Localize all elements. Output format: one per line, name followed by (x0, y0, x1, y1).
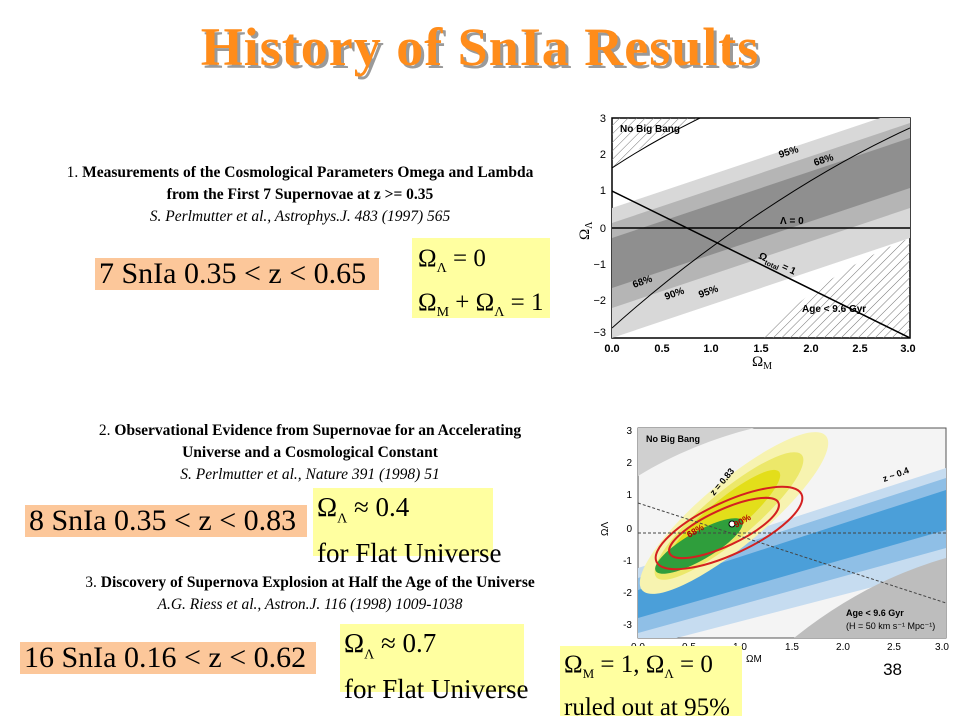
ref1-number: 1. (66, 164, 83, 181)
snia-range-box-2: 8 SnIa 0.35 < z < 0.83 (25, 505, 307, 537)
plot1-ytick: 1 (600, 185, 606, 197)
plot2-ylabel: ΩΛ (600, 522, 611, 536)
plot2-xtick: 2.5 (887, 642, 901, 653)
plot2-ytick: -2 (623, 588, 632, 599)
snia-range-3: 16 SnIa 0.16 < z < 0.62 (24, 641, 307, 674)
plot2-h-label: (H = 50 km s⁻¹ Mpc⁻¹) (846, 621, 935, 631)
ref1-title-line2: from the First 7 Supernovae at z >= 0.35 (166, 186, 434, 203)
ref3-number: 3. (85, 574, 101, 591)
condition-2-line2: for Flat Universe (317, 538, 502, 569)
plot2-ytick: -1 (623, 556, 632, 567)
plot1-lambda0: Λ = 0 (780, 216, 804, 227)
plot2-ytick: 2 (626, 458, 632, 469)
snia-range-box-1: 7 SnIa 0.35 < z < 0.65 (95, 258, 379, 290)
plot2-ytick: -3 (623, 620, 632, 631)
ref2-authors: S. Perlmutter et al., Nature 391 (1998) … (180, 466, 440, 483)
plot1-ylabel: ΩΛ (577, 221, 595, 240)
plot1-xtick: 2.5 (852, 343, 867, 355)
condition-box-4: ΩM = 1, ΩΛ = 0 ruled out at 95% (560, 646, 742, 721)
plot2-xtick: 1.5 (785, 642, 799, 653)
ref2-title-line2: Universe and a Cosmological Constant (182, 444, 438, 461)
snia-range-box-3: 16 SnIa 0.16 < z < 0.62 (20, 642, 316, 674)
plot1-xtick: 0.0 (604, 343, 619, 355)
plot2-no-big-bang-label: No Big Bang (646, 434, 700, 444)
plot2-xtick: 3.0 (935, 642, 949, 653)
page-title: History of SnIa Results (200, 17, 760, 77)
condition-3-line2: for Flat Universe (344, 674, 529, 705)
omega-lambda-plot-1998: 3 2 1 0 -1 -2 -3 0.0 0.5 1.0 1.5 2.0 2.5… (594, 418, 956, 666)
condition-box-1: ΩΛ = 0 ΩM + ΩΛ = 1 (412, 238, 550, 320)
plot2-xlabel: ΩM (746, 654, 762, 665)
plot1-age-label: Age < 9.6 Gyr (802, 304, 866, 315)
plot1-xtick: 0.5 (654, 343, 669, 355)
ref3-authors: A.G. Riess et al., Astron.J. 116 (1998) … (157, 596, 463, 613)
plot2-age-label: Age < 9.6 Gyr (846, 608, 904, 618)
plot2-xtick: 2.0 (836, 642, 850, 653)
plot1-ytick: 0 (600, 223, 606, 235)
condition-4-line1: ΩM = 1, ΩΛ = 0 (564, 651, 713, 681)
plot1-ytick: 3 (600, 113, 606, 125)
plot1-xtick: 2.0 (803, 343, 818, 355)
ref2-title-line1: Observational Evidence from Supernovae f… (114, 422, 522, 439)
plot1-ytick: 2 (600, 149, 606, 161)
condition-4-line2: ruled out at 95% (564, 694, 730, 721)
plot1-ytick: −3 (593, 327, 606, 339)
ref1-title-line1: Measurements of the Cosmological Paramet… (82, 164, 534, 181)
plot2-ytick: 1 (626, 490, 632, 501)
plot2-ytick: 3 (626, 426, 632, 437)
condition-box-3: ΩΛ ≈ 0.7 for Flat Universe (340, 624, 528, 704)
snia-range-2: 8 SnIa 0.35 < z < 0.83 (29, 504, 297, 537)
condition-2-line1: ΩΛ ≈ 0.4 (317, 492, 410, 527)
condition-box-2: ΩΛ ≈ 0.4 for Flat Universe (313, 488, 501, 568)
plot1-xtick: 3.0 (900, 343, 915, 355)
snia-range-1: 7 SnIa 0.35 < z < 0.65 (99, 257, 367, 290)
reference-3: 3. Discovery of Supernova Explosion at H… (0, 572, 620, 616)
page-number: 38 (883, 660, 902, 679)
plot1-no-big-bang-label: No Big Bang (620, 124, 680, 135)
ref1-authors: S. Perlmutter et al., Astrophys.J. 483 (… (149, 208, 451, 225)
plot1-xtick: 1.0 (703, 343, 718, 355)
ref2-number: 2. (98, 422, 115, 439)
plot1-ytick: −1 (593, 259, 606, 271)
condition-1-line2: ΩM + ΩΛ = 1 (418, 289, 544, 320)
condition-1-line1: ΩΛ = 0 (418, 245, 486, 276)
reference-2: 2. Observational Evidence from Supernova… (0, 420, 620, 486)
condition-3-line1: ΩΛ ≈ 0.7 (344, 628, 437, 663)
plot1-xtick: 1.5 (753, 343, 768, 355)
plot1-xlabel: ΩM (752, 354, 772, 370)
plot1-ytick: −2 (593, 295, 606, 307)
omega-lambda-plot-1997: 3 2 1 0 −1 −2 −3 0.0 0.5 1.0 1.5 2.0 2.5… (577, 113, 916, 370)
ref3-title-line1: Discovery of Supernova Explosion at Half… (100, 574, 535, 591)
reference-1: 1. Measurements of the Cosmological Para… (0, 162, 600, 228)
plot2-ytick: 0 (626, 524, 632, 535)
